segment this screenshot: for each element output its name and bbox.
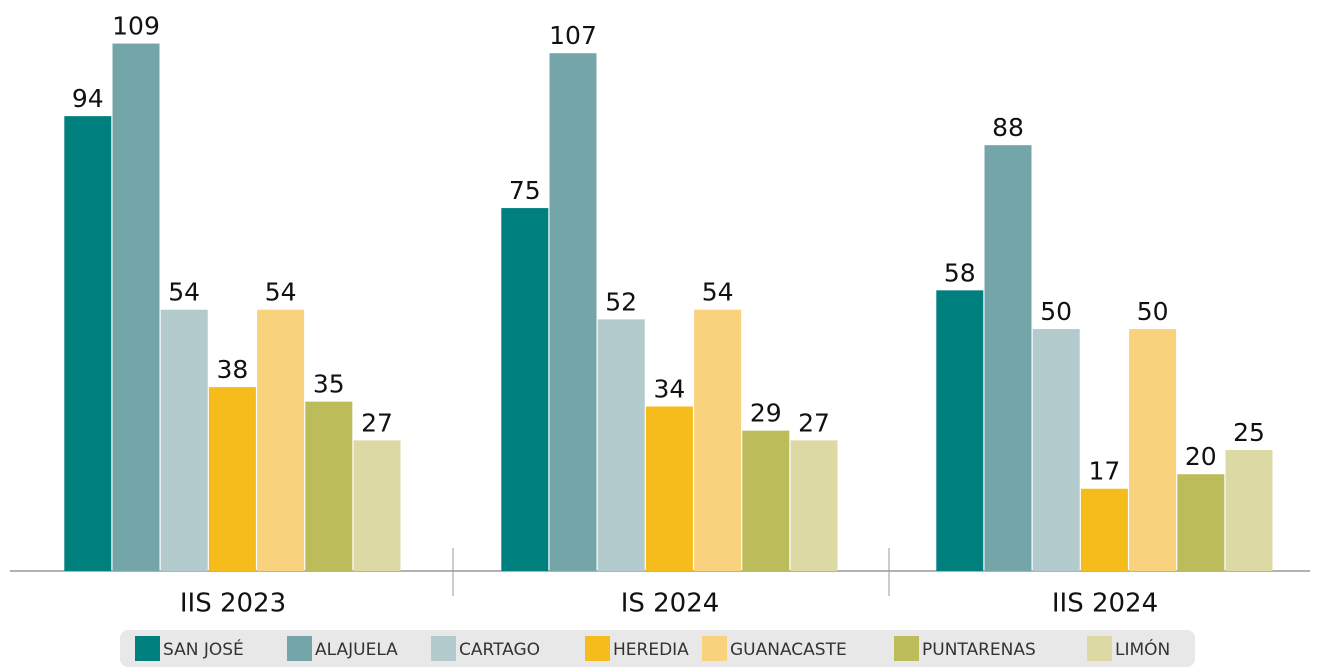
value-label: 27 [798,408,830,437]
value-label: 25 [1233,418,1265,447]
bar [112,43,160,572]
bar [1177,474,1225,571]
value-label: 29 [750,399,782,428]
legend-label: SAN JOSÉ [163,638,244,660]
value-label: 54 [265,278,297,307]
bar [597,319,645,571]
value-label: 58 [944,258,976,287]
x-tick-label: IIS 2023 [180,589,286,619]
legend-swatch [702,636,727,661]
legend-label: PUNTARENAS [922,640,1036,660]
value-label: 54 [168,278,200,307]
value-label: 94 [72,84,104,113]
bar [936,290,984,571]
bar [645,406,693,571]
value-label: 109 [112,12,160,41]
value-label: 50 [1137,297,1169,326]
bar [1225,450,1273,571]
bar [353,440,401,571]
value-label: 88 [992,113,1024,142]
bar [984,145,1032,571]
legend-label: GUANACASTE [730,640,847,660]
legend-label: LIMÓN [1115,638,1170,660]
value-label: 35 [313,370,345,399]
legend-swatch [431,636,456,661]
bar [1032,329,1080,571]
bar [549,53,597,571]
bar [257,309,305,571]
bar [742,430,790,571]
value-label: 34 [653,374,685,403]
legend-box [120,630,1195,667]
x-tick-label: IIS 2024 [1052,589,1158,619]
legend-swatch [894,636,919,661]
legend-label: HEREDIA [613,640,689,660]
bar [501,208,549,571]
x-tick-label: IS 2024 [621,589,720,619]
legend-swatch [135,636,160,661]
value-label: 107 [549,21,597,50]
value-label: 38 [216,355,248,384]
legend-label: CARTAGO [459,640,540,660]
value-label: 52 [605,287,637,316]
legend-swatch [287,636,312,661]
bar [64,116,112,571]
bar [1080,488,1128,571]
bar [305,401,353,571]
bar [208,387,256,571]
bar [160,309,208,571]
bar [790,440,838,571]
bar [1129,329,1177,571]
value-label: 20 [1185,442,1217,471]
value-label: 17 [1088,457,1120,486]
value-label: 27 [361,408,393,437]
legend-label: ALAJUELA [315,640,398,660]
value-label: 75 [509,176,541,205]
legend-swatch [585,636,610,661]
value-label: 50 [1040,297,1072,326]
bar [694,309,742,571]
value-label: 54 [702,278,734,307]
legend-swatch [1087,636,1112,661]
